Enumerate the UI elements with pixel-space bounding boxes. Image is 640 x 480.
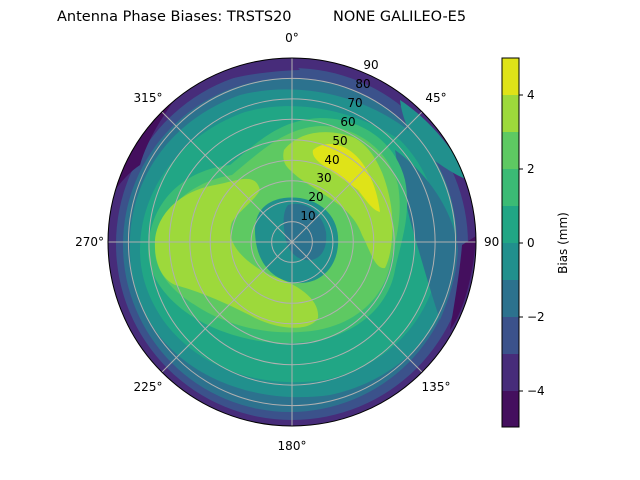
angular-tick-labels: 0° 45° 90 135° 180° 225° 270° 315°: [75, 31, 499, 453]
radial-tick-80: 80: [355, 77, 370, 91]
radial-tick-90: 90: [363, 58, 378, 72]
angle-label-45: 45°: [425, 91, 446, 105]
radial-tick-10: 10: [300, 209, 315, 223]
colorbar-label: Bias (mm): [556, 212, 570, 274]
radial-tick-labels: 10 20 30 40 50 60 70 80 90: [300, 58, 378, 223]
radial-tick-50: 50: [332, 134, 347, 148]
angle-label-270: 270°: [75, 235, 104, 249]
colorbar-tick-2: 2: [527, 162, 535, 176]
colorbar-tick-neg4: −4: [527, 384, 545, 398]
radial-tick-70: 70: [347, 96, 362, 110]
chart-title: Antenna Phase Biases: TRSTS20 NONE GALIL…: [57, 9, 467, 25]
angle-label-315: 315°: [134, 91, 163, 105]
radial-tick-60: 60: [340, 115, 355, 129]
radial-tick-40: 40: [324, 153, 339, 167]
colorbar-tick-0: 0: [527, 236, 535, 250]
angular-gridlines: [108, 58, 476, 426]
radial-tick-20: 20: [308, 190, 323, 204]
angle-label-225: 225°: [134, 380, 163, 394]
colorbar-tick-neg2: −2: [527, 310, 545, 324]
radial-tick-30: 30: [316, 171, 331, 185]
colorbar: 4 2 0 −2 −4 Bias (mm): [501, 57, 570, 428]
angle-label-135: 135°: [422, 380, 451, 394]
polar-frame: [107, 57, 477, 427]
colorbar-tick-4: 4: [527, 88, 535, 102]
angle-label-0: 0°: [285, 31, 299, 45]
angle-label-180: 180°: [278, 439, 307, 453]
angle-label-90: 90: [484, 235, 499, 249]
